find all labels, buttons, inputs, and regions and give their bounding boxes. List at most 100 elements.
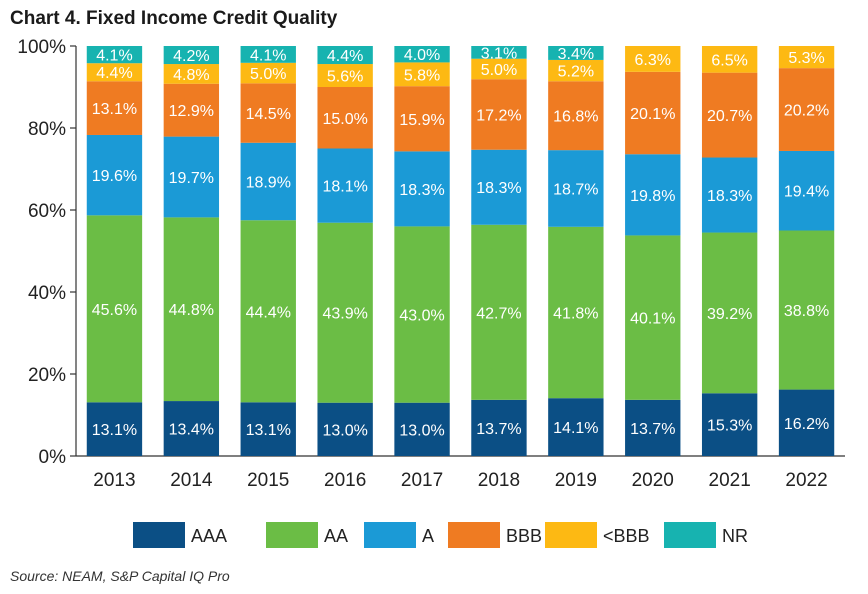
data-label-AAA-2017: 13.0% [399,422,444,439]
labels-group: 13.1%45.6%19.6%13.1%4.4%4.1%13.4%44.8%19… [92,45,829,439]
x-tick-label-2020: 2020 [632,470,674,491]
bar-BBB-2018 [471,79,527,150]
data-label-ltBBB-2014: 4.8% [173,67,209,84]
bar-BBB-2016 [317,87,373,149]
data-label-NR-2018: 3.1% [481,45,517,62]
data-label-AA-2022: 38.8% [784,303,829,320]
data-label-AA-2017: 43.0% [399,308,444,325]
bar-AAA-2021 [701,393,758,456]
bar-A-2022 [778,150,835,231]
bar-A-2018 [471,149,527,225]
legend-swatch-ltBBB [545,522,597,548]
data-label-ltBBB-2016: 5.6% [327,69,363,86]
bar-A-2014 [163,136,220,218]
data-label-BBB-2017: 15.9% [399,112,444,129]
bar-AAA-2020 [625,399,681,456]
bar-AA-2021 [701,232,758,394]
data-label-AAA-2020: 13.7% [630,421,675,438]
bar-AAA-2022 [778,389,835,456]
bar-ltBBB-2014 [163,64,220,84]
x-tick-label-2014: 2014 [170,470,213,491]
bar-AA-2018 [471,224,527,400]
legend-swatch-AAA [133,522,185,548]
y-tick-label: 0% [39,447,67,468]
x-tick-label-2019: 2019 [555,470,597,491]
bar-BBB-2019 [548,81,604,151]
data-label-ltBBB-2015: 5.0% [250,66,286,83]
data-label-AAA-2022: 16.2% [784,416,829,433]
data-label-BBB-2015: 14.5% [246,106,291,123]
bar-AAA-2018 [471,399,527,456]
bar-NR-2016 [317,46,373,65]
bar-BBB-2020 [625,71,681,155]
bar-A-2015 [240,142,296,221]
bar-ltBBB-2017 [394,62,450,87]
bar-AA-2014 [163,217,220,402]
y-tick-label: 80% [28,119,66,140]
data-label-AA-2014: 44.8% [169,302,214,319]
bar-A-2020 [625,154,681,236]
bar-ltBBB-2018 [471,58,527,80]
data-label-BBB-2016: 15.0% [322,111,367,128]
legend-label-A: A [422,526,434,546]
bar-NR-2015 [240,46,296,63]
data-label-AA-2018: 42.7% [476,305,521,322]
bar-BBB-2013 [86,81,143,135]
data-label-AA-2021: 39.2% [707,306,752,323]
data-label-A-2017: 18.3% [399,182,444,199]
data-label-ltBBB-2021: 6.5% [711,52,747,69]
bar-AA-2020 [625,235,681,400]
bar-ltBBB-2015 [240,62,296,84]
x-tick-label-2015: 2015 [247,470,289,491]
bar-BBB-2014 [163,83,220,137]
axis-group: 0% 20% 40% 60% 80% 100% 2013 2014 2015 2016 2017 20… [17,37,845,491]
data-label-BBB-2022: 20.2% [784,103,829,120]
data-label-NR-2015: 4.1% [250,47,286,64]
data-label-A-2019: 18.7% [553,181,598,198]
chart-title: Chart 4. Fixed Income Credit Quality [10,8,338,29]
x-tick-label-2022: 2022 [785,470,827,491]
data-label-ltBBB-2019: 5.2% [558,64,594,81]
data-label-A-2021: 18.3% [707,188,752,205]
bar-BBB-2017 [394,86,450,152]
bar-AA-2015 [240,220,296,403]
legend-label-ltBBB: <BBB [603,526,650,546]
data-label-AAA-2018: 13.7% [476,421,521,438]
bar-NR-2013 [86,46,143,64]
legend-swatch-BBB [448,522,500,548]
data-label-BBB-2020: 20.1% [630,106,675,123]
bar-NR-2018 [471,46,527,59]
data-label-A-2014: 19.7% [169,170,214,187]
data-label-A-2020: 19.8% [630,188,675,205]
bar-ltBBB-2021 [701,46,758,73]
bar-BBB-2022 [778,68,835,151]
data-label-A-2016: 18.1% [322,179,367,196]
bars-group [86,46,835,456]
bar-A-2013 [86,134,143,216]
bar-AA-2013 [86,215,143,403]
data-label-A-2013: 19.6% [92,168,137,185]
data-label-ltBBB-2020: 6.3% [635,52,671,69]
bar-AAA-2014 [163,401,220,456]
bar-ltBBB-2019 [548,59,604,82]
bar-AA-2022 [778,230,835,390]
data-label-NR-2017: 4.0% [404,47,440,64]
bar-ltBBB-2020 [625,46,681,72]
y-tick-label: 20% [28,365,66,386]
legend-swatch-NR [664,522,716,548]
data-label-BBB-2019: 16.8% [553,109,598,126]
legend-group: AAA AA A BBB <BBB NR [133,522,748,548]
chart-source: Source: NEAM, S&P Capital IQ Pro [10,568,230,584]
bar-A-2019 [548,150,604,227]
data-label-ltBBB-2022: 5.3% [788,50,824,67]
bar-BBB-2021 [701,72,758,158]
data-label-AA-2013: 45.6% [92,302,137,319]
bar-A-2016 [317,148,373,223]
data-label-ltBBB-2018: 5.0% [481,62,517,79]
y-tick-label: 40% [28,283,66,304]
bar-AAA-2019 [548,398,604,456]
bar-ltBBB-2022 [778,46,835,69]
data-label-AAA-2014: 13.4% [169,422,214,439]
data-label-AAA-2013: 13.1% [92,422,137,439]
